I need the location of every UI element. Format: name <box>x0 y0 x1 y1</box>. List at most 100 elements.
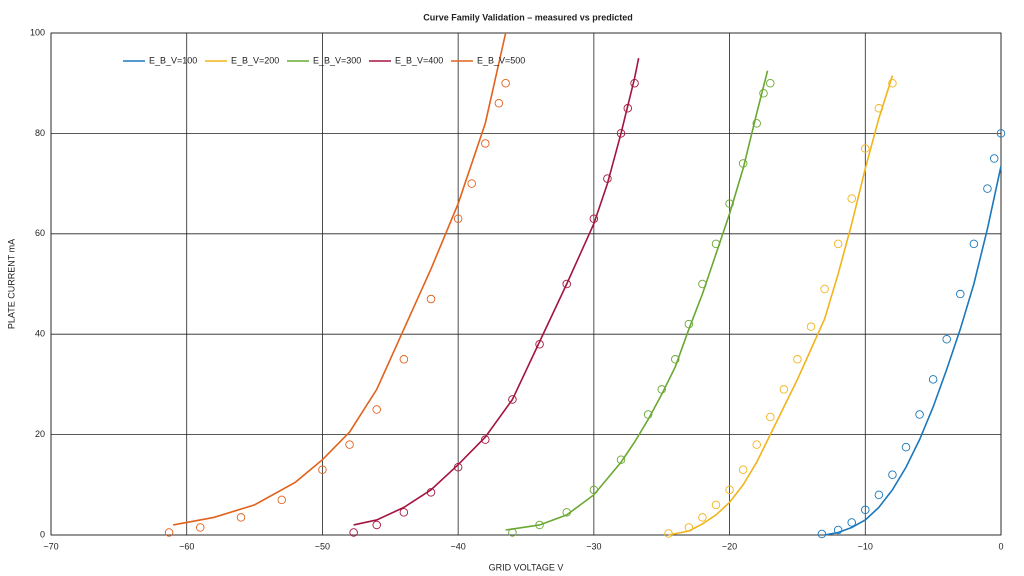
measured-point <box>711 239 721 249</box>
measured-point <box>399 355 409 364</box>
measured-point <box>643 410 653 419</box>
measured-point <box>671 355 680 364</box>
legend-label: E_B_V=400 <box>395 55 443 65</box>
measured-point <box>494 99 504 108</box>
measured-point <box>562 508 571 517</box>
measured-point <box>874 490 884 500</box>
legend-label: E_B_V=300 <box>313 55 361 65</box>
legend-label: E_B_V=100 <box>149 55 197 65</box>
measured-point <box>481 139 490 148</box>
measured-point <box>766 78 775 88</box>
measured-point <box>481 435 490 444</box>
y-tick-label: 20 <box>35 429 45 439</box>
measured-point <box>738 465 748 474</box>
measured-point <box>820 284 829 294</box>
y-axis-label: PLATE CURRENT mA <box>6 239 16 329</box>
x-tick-label: −40 <box>451 541 466 551</box>
predicted-line <box>668 75 894 536</box>
measured-point <box>983 184 992 193</box>
measured-point <box>725 485 734 495</box>
measured-point <box>589 214 599 223</box>
measured-point <box>372 520 381 530</box>
measured-point <box>277 495 286 505</box>
y-tick-label: 80 <box>35 128 45 138</box>
measured-point <box>501 78 510 88</box>
measured-point <box>399 508 409 517</box>
measured-point <box>589 485 599 495</box>
y-tick-label: 100 <box>30 27 45 37</box>
measured-point <box>766 412 775 422</box>
measured-point <box>759 88 768 98</box>
measured-point <box>698 279 707 289</box>
measured-point <box>711 500 721 510</box>
legend-label: E_B_V=500 <box>477 55 525 65</box>
measured-point <box>623 104 633 113</box>
measured-point <box>793 355 802 364</box>
y-tick-label: 0 <box>40 529 45 539</box>
x-tick-label: −20 <box>722 541 737 551</box>
measured-point <box>861 144 870 153</box>
measured-point <box>616 129 626 138</box>
x-tick-label: −30 <box>586 541 601 551</box>
x-tick-label: −70 <box>43 541 58 551</box>
measured-point <box>915 410 924 419</box>
measured-point <box>833 239 843 249</box>
measured-point <box>508 395 517 404</box>
measured-point <box>467 179 476 188</box>
measured-point <box>806 322 816 331</box>
measured-point <box>901 442 911 452</box>
x-tick-label: −60 <box>179 541 194 551</box>
measured-point <box>874 104 884 113</box>
measured-point <box>989 154 999 163</box>
measured-point <box>196 523 205 532</box>
measured-point <box>657 385 666 394</box>
measured-point <box>453 462 463 472</box>
x-tick-label: −50 <box>315 541 330 551</box>
measured-point <box>508 528 517 537</box>
measured-point <box>996 129 1006 138</box>
plot-frame <box>50 32 1002 536</box>
measured-point <box>349 528 358 537</box>
measured-point <box>861 505 870 515</box>
x-axis-label: GRID VOLTAGE V <box>489 562 564 572</box>
predicted-line <box>505 70 769 531</box>
measured-point <box>684 523 694 532</box>
measured-point <box>318 465 327 474</box>
measured-point <box>847 518 856 527</box>
x-tick-label: −10 <box>858 541 873 551</box>
measured-point <box>603 174 612 183</box>
measured-point <box>833 525 843 535</box>
legend-label: E_B_V=200 <box>231 55 279 65</box>
measured-point <box>535 339 544 349</box>
measured-point <box>630 78 639 88</box>
measured-point <box>684 319 694 329</box>
measured-point <box>164 528 174 537</box>
measured-point <box>453 214 463 223</box>
measured-point <box>698 513 707 522</box>
measured-point <box>562 279 571 289</box>
y-tick-label: 60 <box>35 228 45 238</box>
measured-point <box>664 529 673 538</box>
predicted-line <box>824 165 1002 536</box>
measured-point <box>426 488 436 497</box>
measured-point <box>928 375 938 384</box>
measured-point <box>236 513 246 522</box>
measured-point <box>817 529 827 539</box>
predicted-line <box>353 57 640 526</box>
x-tick-label: 0 <box>998 541 1003 551</box>
measured-point <box>888 470 897 480</box>
measured-point <box>779 385 789 394</box>
chart-title: Curve Family Validation – measured vs pr… <box>423 12 633 22</box>
measured-point <box>535 520 544 530</box>
measured-point <box>738 159 748 168</box>
measured-point <box>847 194 856 203</box>
measured-point <box>725 199 734 208</box>
measured-point <box>942 334 951 344</box>
measured-point <box>616 455 626 464</box>
measured-point <box>969 239 979 249</box>
y-tick-label: 40 <box>35 329 45 339</box>
measured-point <box>888 78 897 88</box>
measured-point <box>426 294 436 304</box>
